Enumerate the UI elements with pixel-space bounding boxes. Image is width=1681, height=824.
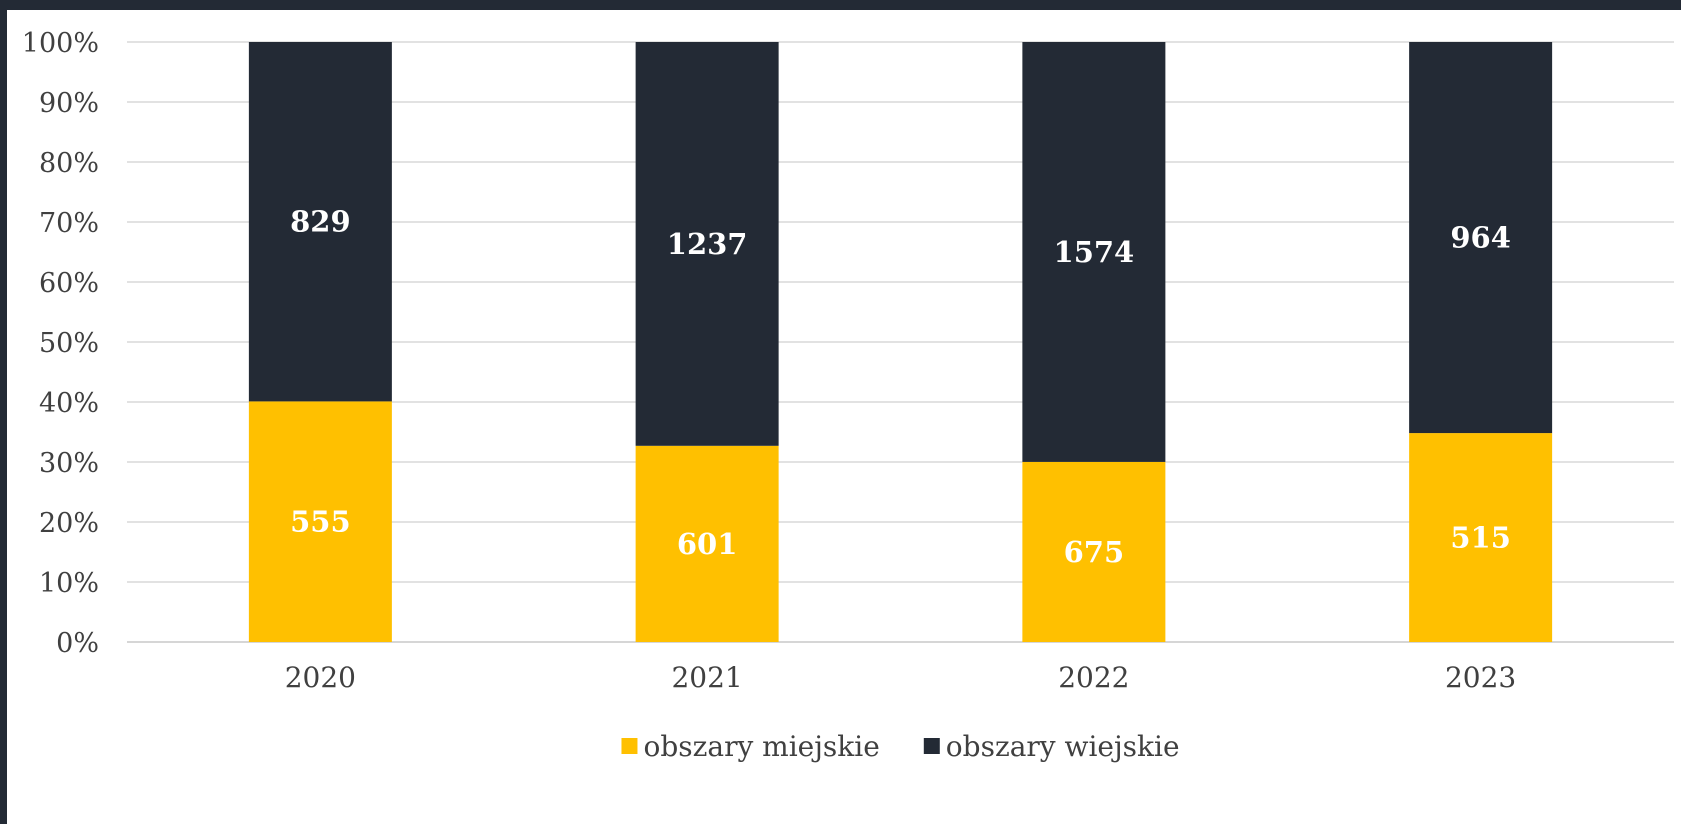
bar-2020-series-1 xyxy=(248,401,392,642)
x-category-label: 2021 xyxy=(671,661,742,694)
bar-2022-series-1 xyxy=(1022,461,1166,642)
y-tick-label: 100% xyxy=(22,28,99,59)
chart-panel: 0% 10% 20% 30% 40% 50% 60% 70% 80% 90% 100% 555 829… xyxy=(7,10,1681,824)
bar-2023-series-1 xyxy=(1409,433,1553,642)
data-label: 829 xyxy=(290,205,351,239)
y-tick-label: 20% xyxy=(39,508,99,539)
y-tick-label: 70% xyxy=(39,208,99,239)
data-label: 675 xyxy=(1064,535,1125,569)
legend-label: obszary wiejskie xyxy=(946,730,1180,763)
bar-2020-series-2 xyxy=(248,42,392,402)
legend-swatch xyxy=(621,738,638,754)
y-tick-label: 40% xyxy=(39,388,99,419)
bar-2021-series-2 xyxy=(635,42,779,446)
x-category-label: 2023 xyxy=(1445,661,1516,694)
x-category-label: 2022 xyxy=(1058,661,1129,694)
legend-label: obszary miejskie xyxy=(643,730,879,763)
y-tick-label: 0% xyxy=(56,628,99,659)
bars xyxy=(248,42,1553,642)
data-label: 601 xyxy=(677,527,738,561)
data-labels: 555 829 601 1237 675 1574 515 964 xyxy=(290,205,1511,569)
data-label: 1574 xyxy=(1054,235,1135,269)
x-category-label: 2020 xyxy=(285,661,356,694)
y-axis-tick-labels: 0% 10% 20% 30% 40% 50% 60% 70% 80% 90% 100% xyxy=(22,28,99,659)
y-tick-label: 30% xyxy=(39,448,99,479)
bar-2021-series-1 xyxy=(635,445,779,642)
legend: obszary miejskie obszary wiejskie xyxy=(621,730,1180,763)
bar-2022-series-2 xyxy=(1022,42,1166,462)
stacked-bar-chart: 0% 10% 20% 30% 40% 50% 60% 70% 80% 90% 100% 555 829… xyxy=(22,28,1674,763)
data-label: 515 xyxy=(1450,521,1511,555)
y-tick-label: 90% xyxy=(39,88,99,119)
y-tick-label: 80% xyxy=(39,148,99,179)
data-label: 1237 xyxy=(667,227,748,261)
y-tick-label: 10% xyxy=(39,568,99,599)
data-label: 964 xyxy=(1450,221,1511,255)
y-tick-label: 60% xyxy=(39,268,99,299)
legend-swatch xyxy=(923,738,940,754)
y-tick-label: 50% xyxy=(39,328,99,359)
x-axis-category-labels: 2020 2021 2022 2023 xyxy=(285,661,1517,694)
data-label: 555 xyxy=(290,505,351,539)
bar-2023-series-2 xyxy=(1409,42,1553,434)
